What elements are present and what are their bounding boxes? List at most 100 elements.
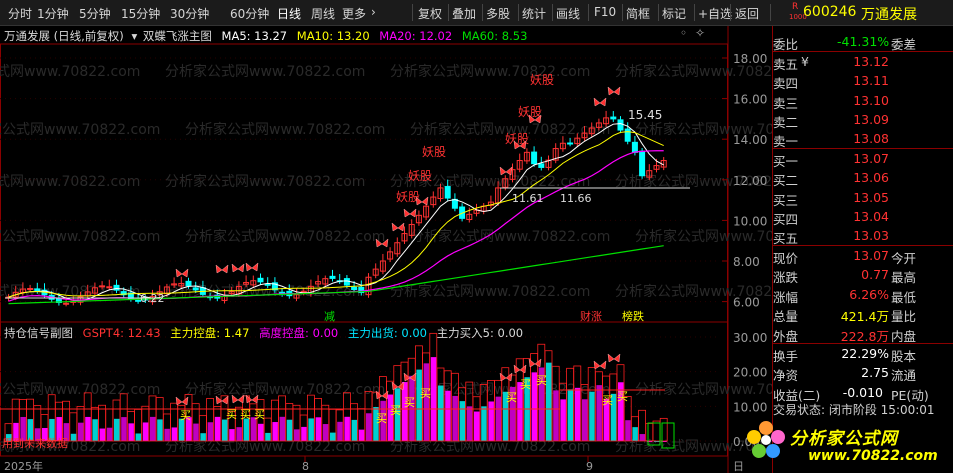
watermark-text: 分析家公式网www.70822.com — [185, 381, 385, 398]
sub-bar — [330, 432, 336, 441]
fuquan-button[interactable]: 复权 — [418, 7, 443, 21]
stat-row-label: 总量 — [773, 309, 799, 325]
butterfly-icon — [175, 268, 189, 278]
candle-body — [127, 292, 134, 300]
tab-daily[interactable]: 日线 — [277, 7, 302, 21]
ask-row-label: 卖二 — [773, 114, 799, 130]
candle-body — [603, 117, 610, 125]
ask-row-value: 13.10 — [853, 92, 889, 108]
ma60-line — [8, 245, 664, 305]
butterfly-icon — [513, 364, 527, 374]
mark-button[interactable]: 标记 — [662, 7, 687, 21]
buy-marker: 买 — [602, 394, 613, 407]
settings-dot-icon[interactable]: ◦ — [680, 26, 688, 40]
sub-bar — [610, 393, 617, 441]
sub-bar — [639, 434, 646, 441]
toolbar-divider — [622, 4, 623, 21]
tab-weekly[interactable]: 周线 — [311, 7, 336, 21]
butterfly-icon — [607, 353, 621, 363]
chart-menu-icon[interactable]: ✧ — [695, 26, 706, 40]
butterfly-icon — [245, 262, 259, 272]
tab-1min[interactable]: 1分钟 — [37, 7, 69, 21]
sub-bar — [402, 382, 408, 441]
badge-r: R — [792, 2, 799, 12]
candle-body — [531, 151, 538, 165]
watermark-text: 分析家公式网www.70822.com — [0, 381, 160, 398]
sub-bar — [582, 399, 588, 441]
ask-row-value: 13.11 — [853, 73, 889, 89]
sub-bar — [250, 417, 257, 441]
butterfly-icon — [403, 208, 417, 218]
candle-body — [351, 286, 358, 291]
stat-row-value: 0.77 — [861, 267, 889, 283]
chart-caret-icon[interactable]: ▾ — [131, 29, 138, 43]
sub-bar — [171, 427, 178, 441]
stat-row: 总量 421.4万 量比 — [773, 304, 953, 324]
buy-marker: 买 — [536, 374, 547, 387]
indicator-name[interactable]: 双蝶飞涨主图 — [142, 29, 212, 43]
overlay-button[interactable]: 叠加 — [452, 7, 477, 21]
candle-body — [106, 286, 113, 289]
sub-bar — [459, 401, 466, 441]
buy-marker: 买 — [506, 391, 517, 404]
sub-bar — [20, 416, 26, 441]
neg-bar — [647, 422, 661, 446]
tab-30min[interactable]: 30分钟 — [170, 7, 210, 21]
chart-title: 万通发展 (日线,前复权) — [4, 29, 124, 43]
watermark-text: 分析家公式网www.70822.com — [0, 228, 160, 245]
stats-button[interactable]: 统计 — [522, 7, 547, 21]
candle-body — [12, 291, 19, 298]
add-watchlist-button[interactable]: +自选 — [698, 7, 733, 21]
simple-frame-button[interactable]: 简框 — [626, 7, 651, 21]
stat2-row-value: 22.29% — [841, 346, 889, 361]
ask-row: 卖四 13.11 — [773, 71, 953, 91]
multi-stock-button[interactable]: 多股 — [486, 7, 511, 21]
butterfly-icon — [607, 86, 621, 96]
ask-row-label: 卖一 — [773, 134, 799, 150]
yaogu-label: 妖股 — [518, 105, 542, 119]
back-button[interactable]: 返回 — [735, 7, 760, 21]
tab-60min[interactable]: 60分钟 — [230, 7, 270, 21]
watermark-text: 分析家公式网www.70822.com — [165, 173, 365, 190]
candle-body — [63, 302, 70, 305]
candle-body — [243, 281, 250, 285]
bid-row-value: 13.03 — [853, 228, 889, 244]
tab-more[interactable]: 更多 — [342, 7, 367, 21]
sub-bar — [121, 417, 127, 441]
toolbar-divider — [588, 4, 589, 21]
sub-chart-title[interactable]: 持仓信号副图 — [4, 326, 73, 340]
tab-5min[interactable]: 5分钟 — [79, 7, 111, 21]
watermark-text: 分析家公式网www.70822.com — [635, 228, 772, 245]
sub-bar — [243, 418, 250, 441]
toolbar-divider — [658, 4, 659, 21]
tab-fenshi[interactable]: 分时 — [8, 7, 33, 21]
watermark-text: 分析家公式网www.70822.com — [615, 173, 772, 190]
chart-area[interactable]: 分析家公式网www.70822.com 分析家公式网www.70822.com 分析… — [0, 26, 772, 473]
chevron-right-icon[interactable]: › — [371, 5, 376, 19]
weibi-label: 委比 — [773, 37, 799, 52]
sub-bar — [286, 419, 293, 441]
sub-bar — [106, 427, 113, 441]
bid-row: 买二 13.06 — [773, 168, 953, 188]
tab-15min[interactable]: 15分钟 — [121, 7, 161, 21]
buy-marker: 买 — [390, 404, 401, 417]
butterfly-icon — [593, 97, 607, 107]
watermark-text: 分析家公式网www.70822.com — [390, 283, 590, 300]
sub-bar — [236, 427, 242, 441]
bid-row-value: 13.06 — [853, 170, 889, 186]
sub-bar — [603, 398, 610, 441]
draw-line-button[interactable]: 画线 — [556, 7, 581, 21]
butterfly-icon — [528, 114, 542, 124]
main-chart-header: 万通发展 (日线,前复权) ▾ 双蝶飞涨主图 MA5: 13.27 MA10: … — [4, 28, 527, 44]
stat2-row-label: 换手 — [773, 349, 799, 364]
toolbar-divider — [412, 4, 413, 21]
f10-button[interactable]: F10 — [594, 5, 617, 19]
stat-row-label: 外盘 — [773, 328, 799, 344]
mid-label-2: 11.66 — [560, 192, 592, 205]
stat-row: 涨幅 6.26% 最低 — [773, 285, 953, 305]
sub-bar — [380, 400, 386, 441]
sub-bar — [567, 389, 574, 441]
ma5-label: MA5: 13.27 — [221, 29, 288, 43]
candle-body — [171, 283, 178, 286]
butterfly-icon — [403, 372, 417, 382]
